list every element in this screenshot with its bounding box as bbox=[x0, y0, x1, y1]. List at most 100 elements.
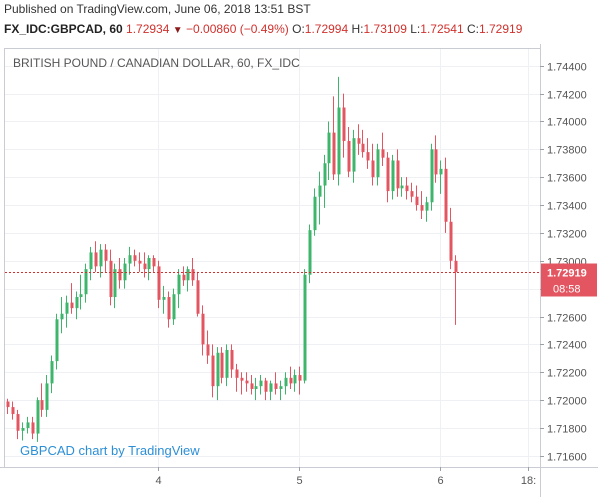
price-tick-label: 1.73600 bbox=[547, 173, 587, 185]
candle-body bbox=[425, 202, 429, 211]
candle-body bbox=[323, 163, 327, 186]
price-tag: 1.72919 08:58 bbox=[541, 263, 597, 297]
candle-body bbox=[147, 258, 151, 270]
candle-body bbox=[240, 377, 244, 381]
candle-body bbox=[84, 269, 88, 295]
candle-body bbox=[225, 349, 229, 378]
candle-body bbox=[439, 168, 443, 175]
price-tick-label: 1.73200 bbox=[547, 229, 587, 241]
candle-body bbox=[434, 149, 438, 175]
time-tick-label: 18: bbox=[521, 475, 536, 487]
price-tag-box bbox=[541, 263, 597, 297]
candle-body bbox=[167, 297, 171, 320]
candle-body bbox=[259, 380, 263, 387]
down-arrow-icon: ▼ bbox=[172, 25, 183, 36]
candle-body bbox=[391, 160, 395, 192]
candle-body bbox=[361, 143, 365, 153]
candle-body bbox=[454, 260, 458, 272]
time-tick-label: 4 bbox=[155, 475, 161, 487]
time-tick-label: 5 bbox=[296, 475, 302, 487]
candle-body bbox=[444, 168, 448, 222]
candle-body bbox=[196, 280, 200, 314]
candle-body bbox=[284, 377, 288, 387]
candle-body bbox=[410, 191, 414, 197]
price-tick-label: 1.72400 bbox=[547, 340, 587, 352]
published-line: Published on TradingView.com, June 06, 2… bbox=[4, 2, 311, 16]
candle-body bbox=[162, 297, 166, 300]
price-tick-label: 1.72200 bbox=[547, 368, 587, 380]
candle-body bbox=[157, 266, 161, 300]
candle-body bbox=[235, 369, 239, 378]
candle-body bbox=[381, 149, 385, 158]
close-label: C: bbox=[467, 22, 479, 36]
last-price: 1.72934 bbox=[126, 22, 170, 36]
price-tick-label: 1.71600 bbox=[547, 452, 587, 464]
candle-body bbox=[40, 400, 44, 410]
candle-body bbox=[269, 383, 273, 392]
symbol-label[interactable]: FX_IDC:GBPCAD, 60 bbox=[4, 22, 123, 36]
candle-body bbox=[347, 140, 351, 172]
candle-body bbox=[327, 132, 331, 164]
candlestick-chart[interactable]: 1.74400 1.74200 1.74000 1.73800 1.73600 1.734… bbox=[0, 44, 598, 497]
price-tick-label: 1.72600 bbox=[547, 313, 587, 325]
candle-body bbox=[16, 414, 20, 431]
candle-body bbox=[50, 361, 54, 384]
candle-body bbox=[138, 260, 142, 264]
candle-body bbox=[75, 297, 79, 309]
candle-body bbox=[152, 258, 156, 267]
chart-header: Published on TradingView.com, June 06, 2… bbox=[0, 0, 598, 44]
close-value: 1.72919 bbox=[479, 22, 523, 36]
candle-body bbox=[264, 380, 268, 392]
candle-body bbox=[376, 149, 380, 178]
watermark[interactable]: GBPCAD chart by TradingView bbox=[20, 443, 200, 458]
price-axis[interactable]: 1.74400 1.74200 1.74000 1.73800 1.73600 1.734… bbox=[540, 44, 587, 497]
time-axis[interactable]: 4 5 6 18: bbox=[0, 467, 598, 487]
candle-body bbox=[104, 249, 108, 261]
candle-body bbox=[298, 375, 302, 381]
grid-lines bbox=[5, 49, 540, 467]
candle-body bbox=[308, 230, 312, 275]
candle-body bbox=[216, 352, 220, 387]
candle-body bbox=[70, 302, 74, 309]
candle-body bbox=[254, 386, 258, 389]
candle-body bbox=[133, 255, 137, 261]
price-tag-countdown: 08:58 bbox=[553, 284, 581, 296]
candle-body bbox=[366, 152, 370, 161]
high-label: H: bbox=[351, 22, 364, 36]
candle-body bbox=[186, 269, 190, 281]
candle-body bbox=[220, 352, 224, 378]
price-tick-label: 1.73400 bbox=[547, 201, 587, 213]
candle-body bbox=[123, 263, 127, 281]
candle-body bbox=[415, 196, 419, 206]
candle-body bbox=[26, 422, 30, 428]
candles bbox=[6, 76, 458, 442]
candle-body bbox=[113, 269, 117, 298]
candle-body bbox=[250, 383, 254, 389]
candle-body bbox=[94, 252, 98, 267]
candle-body bbox=[279, 386, 283, 389]
price-tick-label: 1.73800 bbox=[547, 145, 587, 157]
price-tick-label: 1.74400 bbox=[547, 62, 587, 74]
candle-body bbox=[357, 138, 361, 144]
low-value: 1.72541 bbox=[420, 22, 464, 36]
candle-body bbox=[293, 375, 297, 384]
candle-body bbox=[396, 160, 400, 189]
candle-body bbox=[191, 269, 195, 281]
candle-body bbox=[332, 132, 336, 175]
candle-body bbox=[289, 377, 293, 384]
candle-body bbox=[430, 149, 434, 203]
candle-body bbox=[206, 344, 210, 356]
candle-body bbox=[128, 255, 132, 264]
candle-body bbox=[303, 274, 307, 381]
candle-body bbox=[318, 185, 322, 197]
candle-body bbox=[143, 263, 147, 270]
candle-body bbox=[400, 185, 404, 189]
time-tick-label: 6 bbox=[437, 475, 443, 487]
candle-body bbox=[182, 274, 186, 281]
candle-body bbox=[230, 349, 234, 370]
candle-body bbox=[313, 196, 317, 231]
price-tick-label: 1.74200 bbox=[547, 90, 587, 102]
quote-line: FX_IDC:GBPCAD, 60 1.72934 ▼ −0.00860 (−0… bbox=[4, 22, 522, 36]
chart-frame[interactable]: 1.74400 1.74200 1.74000 1.73800 1.73600 1.734… bbox=[0, 44, 598, 497]
open-label: O: bbox=[292, 22, 305, 36]
